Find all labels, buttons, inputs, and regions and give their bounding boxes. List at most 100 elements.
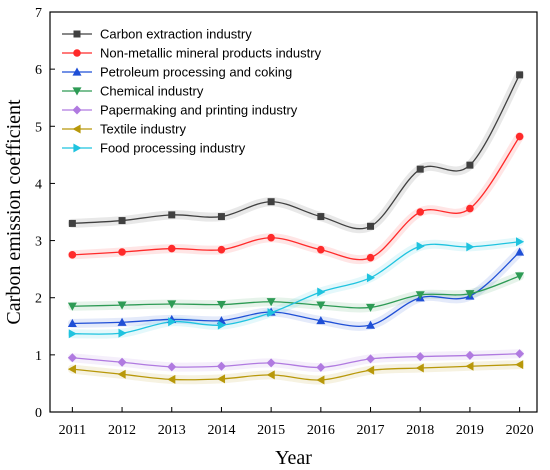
data-point xyxy=(415,352,425,362)
data-point xyxy=(67,364,76,374)
x-tick-label: 2018 xyxy=(406,423,434,438)
data-point xyxy=(366,273,376,283)
data-point xyxy=(366,354,376,364)
legend-label: Carbon extraction industry xyxy=(100,27,252,42)
data-point xyxy=(266,298,276,307)
data-point xyxy=(217,213,225,221)
data-point xyxy=(516,71,524,79)
x-tick-label: 2013 xyxy=(158,423,186,438)
data-point xyxy=(68,219,76,227)
legend-marker xyxy=(72,105,82,115)
data-point xyxy=(67,302,77,311)
data-point xyxy=(515,247,525,256)
data-point xyxy=(366,303,376,312)
data-point xyxy=(67,353,77,363)
data-point xyxy=(466,161,474,169)
y-axis-ticks: 0 1 2 3 4 5 6 7 xyxy=(35,6,55,421)
legend-marker xyxy=(72,124,81,134)
data-point xyxy=(216,374,226,384)
data-point xyxy=(415,291,425,300)
data-point xyxy=(267,198,275,206)
data-point xyxy=(366,253,375,262)
x-tick-label: 2019 xyxy=(456,423,484,438)
legend-marker xyxy=(73,143,82,153)
data-point xyxy=(117,301,127,310)
data-point xyxy=(118,248,126,256)
data-point xyxy=(217,320,226,330)
data-point xyxy=(167,362,177,372)
y-tick-label: 2 xyxy=(35,292,42,307)
data-point xyxy=(217,245,226,254)
series-line-2 xyxy=(72,136,521,261)
y-tick-label: 6 xyxy=(35,63,42,78)
series-line-3 xyxy=(72,251,521,327)
y-axis-title: Carbon emission coefficient xyxy=(3,99,25,325)
y-tick-label: 5 xyxy=(35,120,42,135)
data-point xyxy=(68,251,77,259)
data-point xyxy=(317,213,325,221)
data-point xyxy=(67,318,77,328)
series-line-1 xyxy=(72,74,521,230)
series-lines-layer xyxy=(72,74,521,381)
data-point xyxy=(266,358,276,368)
data-point xyxy=(465,361,474,371)
x-axis-ticks: 2011 2012 2013 2014 2015 2016 2017 2018 2019 2020 xyxy=(59,407,534,438)
legend-label: Textile industry xyxy=(100,122,186,137)
data-point xyxy=(317,245,325,254)
data-point xyxy=(515,349,525,359)
x-tick-label: 2020 xyxy=(506,423,534,438)
data-point xyxy=(168,317,177,327)
legend-label: Papermaking and printing industry xyxy=(100,103,298,118)
data-point xyxy=(168,211,176,219)
y-tick-label: 3 xyxy=(35,235,42,250)
data-point xyxy=(167,244,176,253)
legend-marker xyxy=(73,30,81,38)
data-point xyxy=(316,316,326,325)
x-tick-label: 2015 xyxy=(257,423,285,438)
data-point xyxy=(416,241,425,251)
data-point xyxy=(167,374,176,384)
data-point xyxy=(366,365,375,375)
x-tick-label: 2016 xyxy=(307,423,335,438)
x-axis-title: Year xyxy=(275,447,312,469)
legend-marker xyxy=(73,49,81,57)
y-tick-label: 7 xyxy=(35,6,42,21)
y-tick-label: 4 xyxy=(35,177,42,192)
data-point xyxy=(317,287,326,297)
data-point xyxy=(465,290,475,299)
data-point xyxy=(515,272,525,281)
data-point xyxy=(216,361,226,371)
legend-marker xyxy=(72,87,82,96)
data-point xyxy=(515,360,524,370)
data-point xyxy=(118,328,127,338)
data-point xyxy=(367,222,375,230)
x-tick-label: 2014 xyxy=(207,423,235,438)
data-point xyxy=(366,320,376,329)
data-point xyxy=(167,300,177,309)
series-line-6 xyxy=(72,363,520,381)
data-point xyxy=(516,237,525,247)
data-point xyxy=(416,208,425,216)
data-point xyxy=(267,308,276,318)
y-tick-label: 1 xyxy=(35,349,42,364)
series-line-4 xyxy=(72,275,520,309)
x-tick-label: 2017 xyxy=(357,423,385,438)
data-point xyxy=(267,233,275,242)
series-line-7 xyxy=(72,241,520,335)
data-point xyxy=(515,132,524,141)
x-tick-label: 2012 xyxy=(108,423,136,438)
x-tick-label: 2011 xyxy=(59,423,86,438)
data-point xyxy=(466,204,474,213)
data-point xyxy=(68,329,77,339)
data-point xyxy=(266,370,275,380)
legend-label: Non-metallic mineral products industry xyxy=(100,46,322,61)
data-point xyxy=(117,369,126,379)
legend: Carbon extraction industry Non-metallic m… xyxy=(62,27,322,156)
data-point xyxy=(117,317,127,326)
series-markers-layer xyxy=(67,71,525,385)
data-point xyxy=(416,165,424,173)
data-point xyxy=(316,375,325,385)
data-point xyxy=(316,362,326,372)
data-point xyxy=(117,357,127,367)
legend-label: Food processing industry xyxy=(100,141,246,156)
